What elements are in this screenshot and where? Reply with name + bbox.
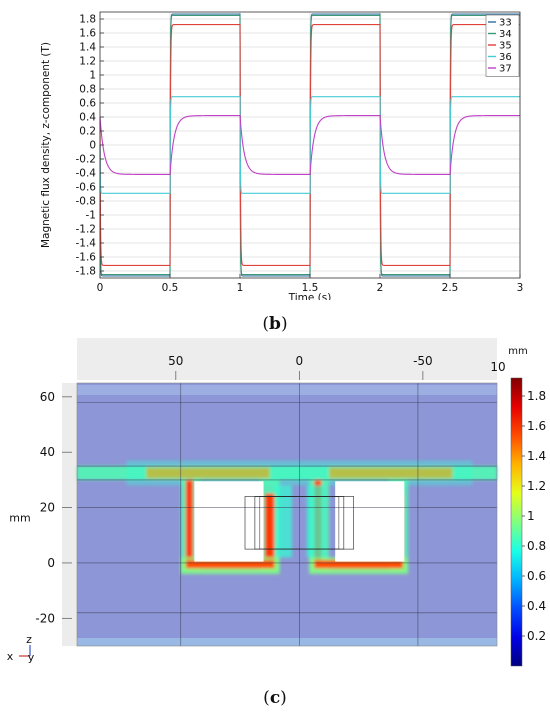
top-axis-band [77,338,497,380]
y-tick-label: 1.6 [79,28,96,40]
legend-label-34: 34 [499,29,512,40]
colorbar-tick-label: 0.6 [527,569,546,583]
triad-y-label: y [28,651,35,664]
y-tick-label: -1.6 [76,252,97,264]
center-col-right [306,485,325,558]
x-tick-label: 2 [377,282,384,294]
y-tick-label: -1.4 [76,238,97,250]
colorbar [510,377,523,667]
legend-label-37: 37 [499,64,512,75]
core-left-outer-leg [185,479,194,563]
y-tick-label: 0.4 [79,112,96,124]
series-line-35 [99,24,520,266]
colorbar-tick-label: 1.2 [527,479,546,493]
core-right-bottom [314,560,404,569]
y-tick-label: -20 [35,611,55,625]
slot-left [194,481,264,562]
triad-z-label: z [26,633,32,646]
y-axis-label: Magnetic flux density, z-component (T) [40,42,52,248]
y-tick-label: -1.8 [76,266,97,278]
x-tick-label: 1.5 [302,282,319,294]
x-unit-label: mm [508,346,527,357]
flux-density-heatmap: 50 0 -50mm106040200-20mm1.81.61.41.210.80.… [7,338,546,667]
y-tick-label: -0.8 [76,196,97,208]
x-axis-label: Time (s) [288,292,332,300]
y-tick-label: 0.2 [79,126,96,138]
left-axis-band [62,383,77,646]
y-unit-label: mm [9,512,30,525]
triad-x-label: x [7,650,14,663]
y-tick-label: 1 [89,70,96,82]
y-tick-label: -1.2 [76,224,97,236]
map-frame [76,382,498,647]
y-tick-label: 1.8 [79,14,96,26]
x-tick-label: 0.5 [162,282,179,294]
caption-c: (c) [263,688,287,708]
x-tick-label: 50 [168,354,183,368]
y-tick-label: 0 [89,140,96,152]
series-line-36 [99,96,520,194]
y-tick-label: 40 [40,445,55,459]
x-tick-label: 0 [97,282,104,294]
bottom-edge-glow [77,638,497,646]
x-tick-label: 1 [237,282,244,294]
y-tick-label: 60 [40,390,55,404]
x-tick-label: 2.5 [442,282,459,294]
y-tick-label: -1 [86,210,96,222]
colorbar-tick-label: 0.8 [527,539,546,553]
y-tick-label: -0.4 [76,168,97,180]
y-tick-label: -0.6 [76,182,97,194]
x-tick-label: 3 [517,282,524,294]
colorbar-tick-label: 1.4 [527,449,546,463]
series-line-37 [99,115,520,175]
colorbar-tick-label: 1 [527,509,535,523]
caption-b: (b) [262,314,288,334]
x-tick-label: -50 [413,354,433,368]
y-tick-label: 1.4 [79,42,96,54]
y-tick-label: 0.8 [79,84,96,96]
legend-label-35: 35 [499,41,512,52]
center-col-left [274,485,292,558]
colorbar-tick-label: 1.6 [527,419,546,433]
caption-b-letter: b [269,314,281,334]
wire-box-core [259,496,340,550]
slot-right [335,481,405,562]
core-left-bottom [185,560,275,569]
flux-density-line-chart: 1.8 1.6 1.4 1.2 1 0.8 0.6 0.4 0.2 0 -0.2 -0.4 -0.6 -0… [40,11,524,300]
x-tick-label: 0 [296,354,304,368]
legend-label-36: 36 [499,52,512,63]
y-tick-label: 1.2 [79,56,96,68]
y-tick-label: 0 [47,556,55,570]
caption-c-letter: c [269,688,281,708]
top-edge-glow [77,385,497,395]
y-tick-label: 0.6 [79,98,96,110]
colorbar-tick-label: 0.4 [527,599,546,613]
legend-box [485,14,520,77]
corner-label: 10 [490,360,505,374]
colorbar-tick-label: 1.8 [527,389,546,403]
y-tick-label: -0.2 [76,154,97,166]
core-left-inner-leg [264,493,275,563]
colorbar-tick-label: 0.2 [527,629,546,643]
y-tick-label: 20 [40,501,55,515]
legend-label-33: 33 [499,18,512,29]
